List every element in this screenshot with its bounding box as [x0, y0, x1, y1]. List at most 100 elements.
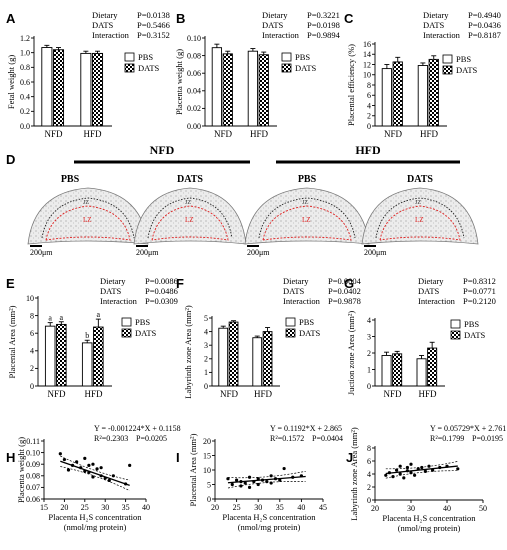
- junctional-zone-outline: [41, 197, 135, 239]
- labyrinth-zone-outline: [379, 205, 461, 241]
- data-point: [99, 466, 103, 470]
- regression-p-value: P=0.0195: [472, 434, 503, 443]
- y-tick-label: 0.2: [20, 107, 30, 116]
- x-category-label: HFD: [83, 129, 102, 139]
- legend-label: PBS: [295, 52, 310, 62]
- significance-letter: b: [85, 331, 89, 340]
- bar-pbs-hfd: [417, 65, 429, 127]
- x-tick-label: 30: [101, 503, 109, 512]
- data-point: [260, 478, 265, 482]
- data-point: [111, 474, 115, 478]
- x-tick-label: 40: [297, 503, 305, 512]
- y-tick-label: 2: [367, 483, 371, 492]
- data-point: [58, 452, 62, 456]
- data-point: [445, 464, 449, 468]
- data-point: [291, 475, 295, 479]
- data-point: [124, 482, 128, 486]
- placenta-section: [244, 187, 370, 245]
- data-point: [91, 462, 95, 466]
- data-point: [99, 474, 103, 478]
- treatment-label: PBS: [61, 174, 80, 185]
- bar-pbs-hfd: [81, 342, 93, 387]
- y-axis-label: Labyrinth zone Area (mm²): [183, 305, 193, 399]
- data-point: [431, 468, 435, 472]
- y-tick-label: 5: [204, 314, 208, 323]
- y-tick-label: 8: [30, 311, 34, 320]
- stat-factor: Dietary: [262, 10, 288, 20]
- bar-dats-nfd: [52, 49, 65, 127]
- group-title: NFD: [150, 143, 175, 157]
- bar-pbs-hfd: [252, 337, 263, 387]
- data-point: [230, 482, 234, 487]
- histology-image-1: PBS JZ LZ 200μm: [27, 174, 149, 257]
- legend-swatch-pbs: [281, 52, 292, 62]
- data-point: [402, 476, 406, 480]
- x-tick-label: 50: [479, 504, 487, 513]
- zone-label-jz: JZ: [302, 200, 308, 206]
- y-tick-label: 2: [367, 349, 371, 358]
- stat-factor: Dietary: [283, 276, 309, 286]
- y-tick-label: 10: [26, 294, 34, 303]
- data-point: [438, 465, 442, 470]
- legend-swatch-pbs: [442, 54, 453, 64]
- x-category-label: HFD: [418, 389, 437, 399]
- panel-label-J: J: [346, 450, 353, 465]
- data-point: [226, 477, 230, 481]
- y-tick-label: 6: [30, 329, 34, 338]
- stat-p-value: P=0.9878: [328, 296, 361, 306]
- legend-label: PBS: [135, 317, 150, 327]
- bar-dats-nfd: [392, 61, 403, 127]
- treatment-label: DATS: [407, 174, 433, 185]
- stat-p-value: P=0.3152: [137, 30, 170, 40]
- legend-swatch-dats: [124, 63, 135, 73]
- legend-label: DATS: [135, 328, 157, 338]
- y-tick-label: 0: [367, 382, 371, 391]
- treatment-label: PBS: [298, 174, 317, 185]
- bar-dats-nfd: [228, 321, 239, 387]
- data-point: [128, 463, 132, 467]
- stat-p-value: P=0.0309: [145, 296, 178, 306]
- stat-p-value: P=0.9894: [307, 30, 341, 40]
- stat-p-value: P=0.8312: [463, 276, 496, 286]
- stat-p-value: P=0.3221: [307, 10, 340, 20]
- r-squared: R²=0.1799: [430, 434, 464, 443]
- stat-p-value: P=0.5466: [137, 20, 170, 30]
- x-category-label: NFD: [47, 389, 66, 399]
- data-point: [413, 473, 417, 477]
- y-tick-label: 0.08: [187, 51, 201, 60]
- y-tick-label: 4: [367, 470, 371, 479]
- stat-p-value: P=0.0198: [307, 20, 340, 30]
- panel-label-H: H: [6, 450, 15, 465]
- legend-label: DATS: [295, 63, 317, 73]
- y-tick-label: 2: [367, 112, 371, 121]
- legend-label: PBS: [138, 52, 153, 62]
- y-tick-label: 0.0: [20, 122, 30, 131]
- x-category-label: NFD: [44, 129, 63, 139]
- y-axis-label: Placenta weight (g): [16, 437, 26, 503]
- legend-label: DATS: [456, 65, 478, 75]
- panel-D: D NFD HFD PBS JZ LZ 200μm DATS JZ LZ 200μm PBS JZ LZ 2…: [6, 143, 479, 257]
- panel-label-D: D: [6, 152, 15, 167]
- regression-equation: Y = -0.001224*X + 0.1158: [94, 424, 181, 433]
- x-tick-label: 20: [60, 503, 68, 512]
- y-tick-label: 5: [207, 480, 211, 489]
- group-title: HFD: [355, 143, 381, 157]
- stat-p-value: P=0.0004: [328, 276, 362, 286]
- x-category-label: HFD: [84, 389, 103, 399]
- legend-swatch-pbs: [450, 319, 461, 329]
- bar-pbs-hfd: [247, 50, 259, 127]
- r-squared: R²=0.1572: [270, 434, 304, 443]
- data-point: [278, 478, 282, 482]
- x-tick-label: 35: [276, 503, 284, 512]
- y-tick-label: 0.00: [187, 122, 201, 131]
- zone-label-lz: LZ: [415, 216, 424, 224]
- data-point: [239, 484, 243, 488]
- x-axis-unit: (nmol/mg protein): [64, 522, 127, 532]
- panel-label-F: F: [176, 276, 184, 291]
- significance-letter: a: [97, 310, 101, 319]
- stat-factor: DATS: [100, 286, 122, 296]
- data-point: [405, 469, 409, 473]
